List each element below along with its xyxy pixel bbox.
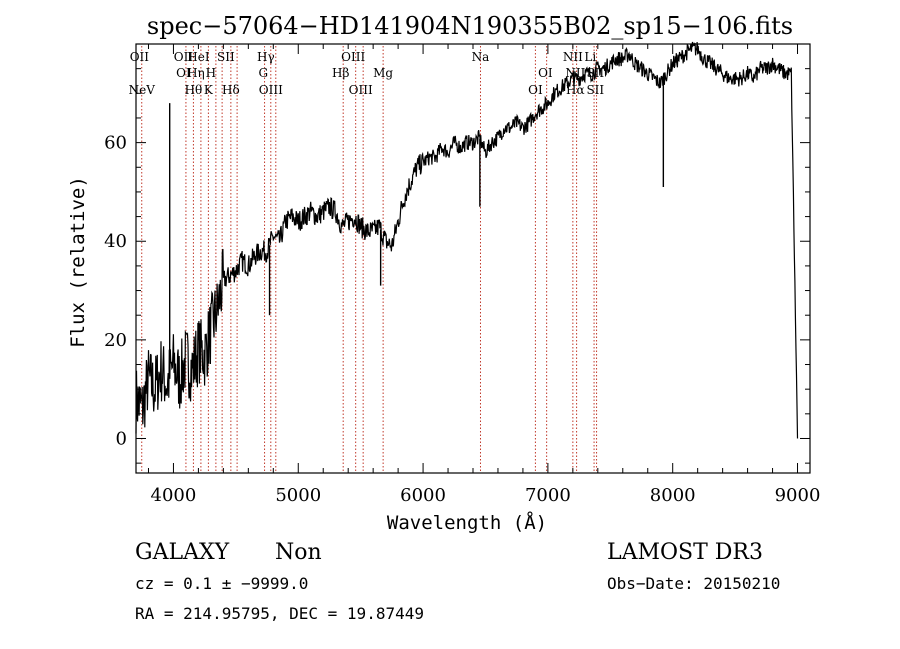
x-tick-label: 6000 <box>400 485 446 506</box>
emission-line-label: Hγ <box>257 50 275 64</box>
object-subclass: Non <box>275 540 322 565</box>
emission-line-label: NII <box>563 50 583 64</box>
emission-line-label: OI <box>528 83 543 97</box>
emission-line-label: Hβ <box>332 66 349 80</box>
emission-line-label: G <box>259 66 269 80</box>
emission-line-label: K <box>204 83 214 97</box>
emission-line-label: HeI <box>187 50 210 64</box>
x-tick-label: 8000 <box>650 485 696 506</box>
x-tick-label: 5000 <box>275 485 321 506</box>
emission-line-label: Hδ <box>222 83 240 97</box>
emission-line-label: Hα <box>566 83 585 97</box>
x-tick-label: 9000 <box>775 485 821 506</box>
y-tick-label: 40 <box>104 231 127 252</box>
spectrum-line <box>135 41 799 439</box>
emission-line-label: Hθ <box>185 83 203 97</box>
emission-line-label: OII <box>130 50 150 64</box>
chart-title: spec−57064−HD141904N190355B02_sp15−106.f… <box>147 12 793 40</box>
axis-tick-labels: 4000 5000 6000 7000 8000 9000 0 20 40 60 <box>104 133 820 506</box>
emission-line-label: Hη <box>187 66 205 80</box>
survey-name: LAMOST DR3 <box>607 540 763 565</box>
emission-line-label: OI <box>538 66 553 80</box>
x-axis-label: Wavelength (Å) <box>387 511 547 534</box>
coordinates: RA = 214.95795, DEC = 19.87449 <box>135 604 424 623</box>
spectrum-spikes <box>168 78 665 377</box>
emission-line-label: Mg <box>373 66 393 80</box>
emission-line-label: OII <box>174 50 194 64</box>
y-axis-label: Flux (relative) <box>67 176 89 348</box>
emission-line-label: Na <box>472 50 490 64</box>
y-tick-label: 20 <box>104 330 127 351</box>
emission-line-label: OI <box>176 66 191 80</box>
emission-line-label: OIII <box>341 50 365 64</box>
y-tick-label: 60 <box>104 133 127 154</box>
emission-line-label: NeV <box>129 83 156 97</box>
axis-ticks <box>136 44 810 473</box>
emission-line-label: OIII <box>349 83 373 97</box>
line-markers <box>141 46 598 473</box>
x-tick-label: 4000 <box>151 485 197 506</box>
object-class: GALAXY <box>135 540 230 565</box>
observation-date: Obs−Date: 20150210 <box>607 574 780 593</box>
y-tick-label: 0 <box>116 428 127 449</box>
x-tick-label: 7000 <box>525 485 571 506</box>
redshift-cz: cz = 0.1 ± −9999.0 <box>135 574 308 593</box>
emission-line-label: SII <box>217 50 235 64</box>
emission-line-label: Li <box>584 50 596 64</box>
plot-frame <box>135 43 811 474</box>
emission-line-label: H <box>206 66 216 80</box>
emission-line-label: SII <box>586 83 604 97</box>
emission-line-label: OIII <box>259 83 283 97</box>
